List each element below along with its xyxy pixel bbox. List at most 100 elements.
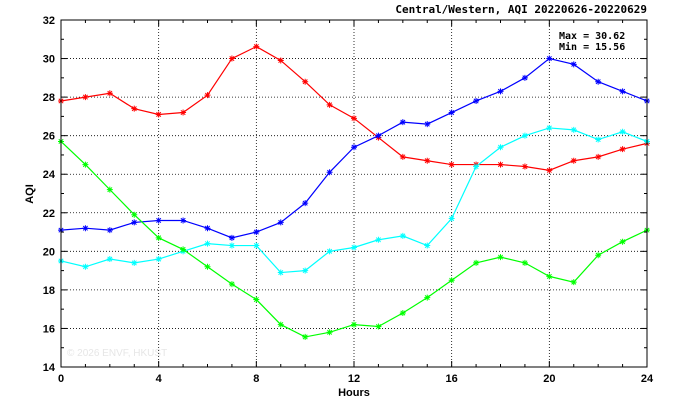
data-point bbox=[375, 236, 382, 243]
data-point bbox=[277, 321, 284, 328]
data-point bbox=[326, 169, 333, 176]
data-point bbox=[180, 246, 187, 253]
data-point bbox=[351, 244, 357, 251]
data-point bbox=[570, 126, 577, 133]
data-point bbox=[106, 256, 113, 263]
y-tick-label: 24 bbox=[43, 169, 56, 181]
data-point bbox=[497, 254, 504, 261]
y-tick-label: 18 bbox=[43, 285, 55, 297]
data-point bbox=[619, 238, 626, 245]
data-point bbox=[521, 259, 528, 266]
data-point bbox=[570, 279, 577, 286]
data-point bbox=[497, 161, 504, 168]
data-point bbox=[448, 215, 455, 222]
data-point bbox=[326, 329, 333, 336]
y-tick-label: 16 bbox=[43, 323, 55, 335]
data-point bbox=[399, 310, 406, 317]
data-point bbox=[228, 281, 235, 288]
data-point bbox=[302, 200, 309, 207]
stat-max: Max = 30.62 bbox=[559, 31, 625, 42]
data-point bbox=[546, 124, 553, 131]
data-point bbox=[351, 321, 357, 328]
data-point bbox=[521, 132, 528, 139]
data-point bbox=[106, 90, 113, 97]
data-point bbox=[277, 57, 284, 64]
data-point bbox=[204, 225, 211, 232]
y-axis-label: AQI bbox=[24, 184, 36, 204]
data-point bbox=[106, 227, 113, 234]
data-point bbox=[155, 217, 162, 224]
x-tick-label: 24 bbox=[641, 373, 654, 385]
data-point bbox=[82, 225, 89, 232]
data-point bbox=[399, 153, 406, 160]
data-point bbox=[448, 277, 455, 284]
data-point bbox=[424, 294, 431, 301]
data-point bbox=[351, 115, 357, 122]
data-point bbox=[399, 232, 406, 239]
y-tick-label: 20 bbox=[43, 246, 55, 258]
data-point bbox=[424, 157, 431, 164]
y-tick-label: 22 bbox=[43, 208, 55, 220]
data-point bbox=[204, 92, 211, 99]
data-point bbox=[424, 242, 431, 249]
x-tick-label: 20 bbox=[543, 373, 555, 385]
data-point bbox=[473, 163, 480, 170]
data-point bbox=[302, 333, 309, 340]
data-point bbox=[82, 94, 89, 101]
data-point bbox=[521, 74, 528, 81]
data-point bbox=[448, 109, 455, 116]
data-point bbox=[570, 61, 577, 68]
data-point bbox=[473, 97, 480, 104]
data-point bbox=[521, 163, 528, 170]
data-point bbox=[277, 219, 284, 226]
data-point bbox=[448, 161, 455, 168]
series-0 bbox=[58, 43, 650, 174]
data-point bbox=[595, 78, 602, 85]
data-point bbox=[399, 119, 406, 126]
data-point bbox=[326, 101, 333, 108]
data-point bbox=[546, 55, 553, 62]
data-point bbox=[204, 240, 211, 247]
data-point bbox=[570, 157, 577, 164]
data-point bbox=[131, 211, 138, 218]
data-point bbox=[82, 161, 89, 168]
data-point bbox=[326, 248, 333, 255]
data-point bbox=[619, 128, 626, 135]
grid bbox=[61, 20, 647, 367]
data-point bbox=[253, 296, 260, 303]
x-tick-label: 8 bbox=[253, 373, 259, 385]
data-point bbox=[155, 234, 162, 241]
data-point bbox=[155, 111, 162, 118]
y-tick-label: 28 bbox=[43, 92, 55, 104]
data-point bbox=[253, 43, 260, 50]
x-tick-label: 4 bbox=[156, 373, 163, 385]
x-axis-label: Hours bbox=[338, 387, 370, 399]
y-tick-label: 30 bbox=[43, 54, 55, 66]
data-point bbox=[595, 153, 602, 160]
x-tick-label: 16 bbox=[446, 373, 458, 385]
data-point bbox=[228, 55, 235, 62]
axis-ticks bbox=[60, 19, 648, 368]
data-point bbox=[497, 144, 504, 151]
data-point bbox=[155, 256, 162, 263]
data-point bbox=[277, 269, 284, 276]
data-point bbox=[546, 273, 553, 280]
data-point bbox=[131, 259, 138, 266]
y-tick-label: 32 bbox=[43, 15, 55, 27]
data-point bbox=[302, 267, 309, 274]
chart-title: Central/Western, AQI 20220626-20220629 bbox=[395, 3, 647, 16]
y-tick-label: 14 bbox=[43, 362, 56, 374]
data-point bbox=[595, 136, 602, 143]
data-point bbox=[82, 263, 89, 270]
x-tick-labels: 0 4 8 12 16 20 24 bbox=[58, 373, 654, 385]
series-2 bbox=[58, 124, 650, 276]
data-point bbox=[375, 132, 382, 139]
x-tick-label: 0 bbox=[58, 373, 64, 385]
data-point bbox=[619, 146, 626, 153]
data-point bbox=[497, 88, 504, 95]
data-point bbox=[473, 259, 480, 266]
data-point bbox=[253, 229, 260, 236]
data-point bbox=[424, 121, 431, 128]
data-point bbox=[106, 186, 113, 193]
